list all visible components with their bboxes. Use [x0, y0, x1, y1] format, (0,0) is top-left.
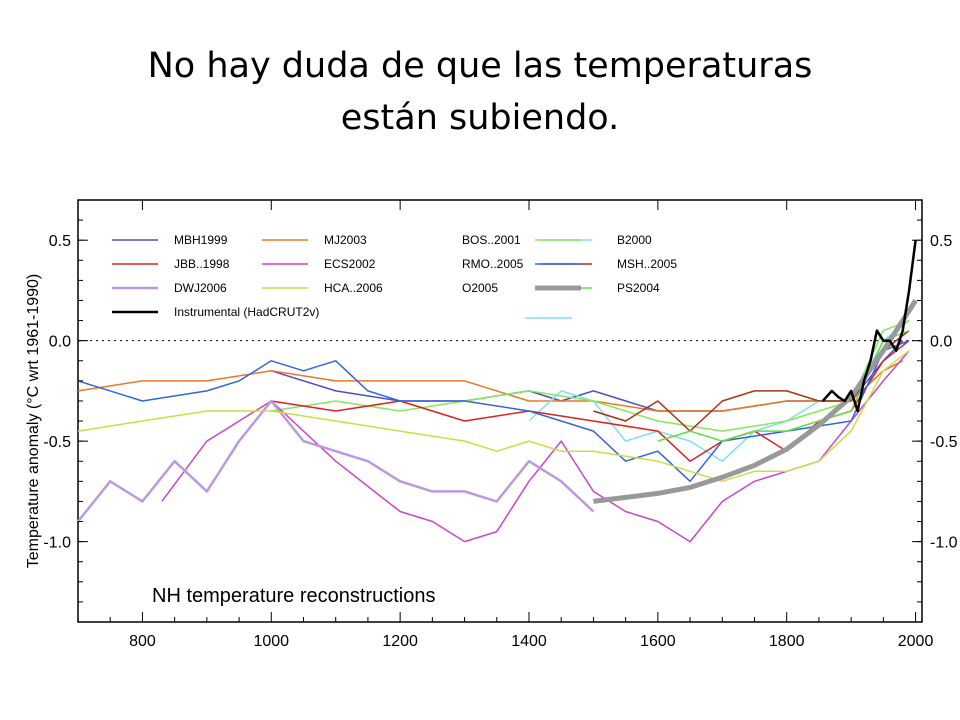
- slide-title: No hay duda de que las temperaturas está…: [0, 40, 960, 144]
- legend-label-2: BOS..2001: [462, 233, 521, 247]
- legend-label-3: B2000: [617, 233, 652, 247]
- legend-label-11: PS2004: [617, 281, 660, 295]
- legend-label-7: MSH..2005: [617, 257, 677, 271]
- x-tick-label-3: 1400: [511, 633, 547, 650]
- plot-frame: [77, 199, 923, 623]
- y-tick-label-left-1: 0.0: [49, 334, 71, 351]
- legend-label-0: MBH1999: [174, 233, 228, 247]
- legend-label-5: ECS2002: [324, 257, 376, 271]
- series-line-12: [821, 240, 917, 413]
- legend-label-8: DWJ2006: [174, 281, 227, 295]
- legend-label-9: HCA..2006: [324, 281, 383, 295]
- panel-label: NH temperature reconstructions: [152, 585, 435, 607]
- legend-label-6: RMO..2005: [462, 257, 524, 271]
- y-tick-label-left-2: -0.5: [43, 434, 71, 451]
- series-line-1: [77, 360, 904, 412]
- series-line-11: [593, 299, 918, 504]
- series-line-5: [161, 350, 910, 543]
- x-tick-label-0: 800: [129, 633, 156, 650]
- legend-label-4: JBB..1998: [174, 257, 230, 271]
- legend-label-12: Instrumental (HadCRUT2v): [174, 305, 319, 319]
- legend-label-10: O2005: [462, 281, 498, 295]
- y-tick-label-right-0: 0.5: [930, 233, 952, 250]
- x-tick-label-6: 2000: [898, 633, 934, 650]
- y-tick-label-left-3: -1.0: [43, 535, 71, 552]
- x-tick-label-1: 1000: [253, 633, 289, 650]
- x-tick-label-5: 1800: [769, 633, 805, 650]
- y-tick-label-left-0: 0.5: [49, 233, 71, 250]
- x-tick-label-2: 1200: [382, 633, 418, 650]
- y-tick-label-right-3: -1.0: [930, 535, 958, 552]
- series-line-3: [271, 319, 910, 432]
- slide-title-line-2: están subiendo.: [340, 98, 620, 138]
- series-line-8: [77, 399, 595, 523]
- y-tick-label-right-2: -0.5: [930, 434, 958, 451]
- slide-title-line-1: No hay duda de que las temperaturas: [147, 46, 813, 86]
- series-line-10: [657, 329, 910, 442]
- series-line-7: [77, 340, 910, 483]
- legend-label-1: MJ2003: [324, 233, 367, 247]
- x-tick-label-4: 1600: [640, 633, 676, 650]
- series-line-9: [77, 350, 910, 483]
- y-axis-label: Temperature anomaly (°C wrt 1961-1990): [25, 274, 42, 569]
- y-tick-label-right-1: 0.0: [930, 334, 952, 351]
